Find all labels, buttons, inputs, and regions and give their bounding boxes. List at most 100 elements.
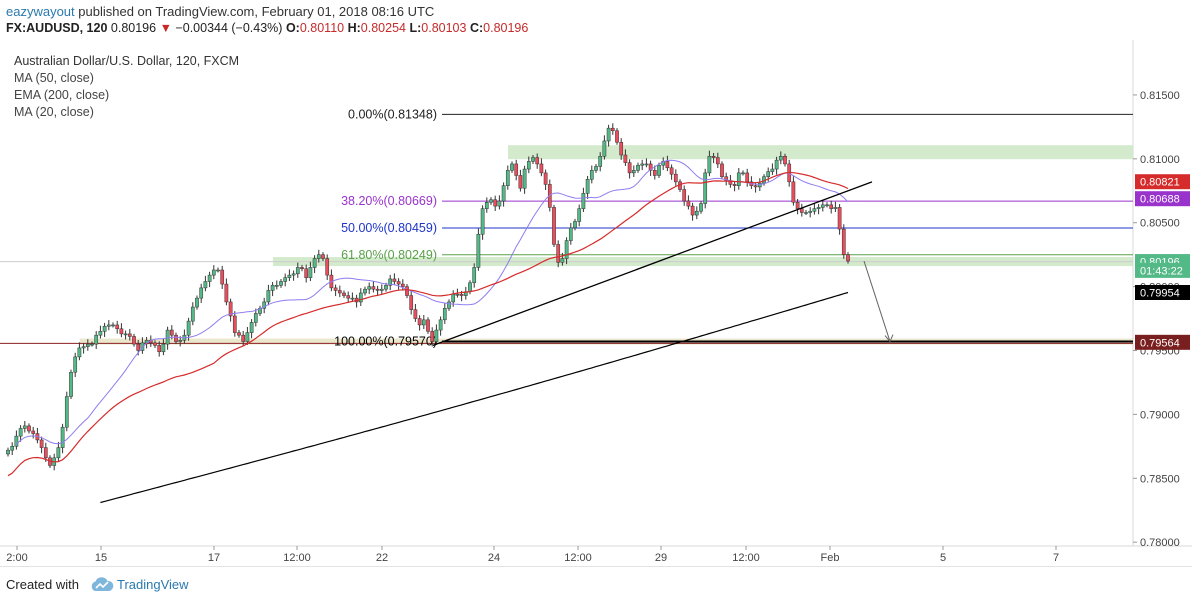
candle-body xyxy=(224,283,229,303)
candle-body xyxy=(699,203,703,212)
candle-body xyxy=(333,287,338,291)
tradingview-brand-link[interactable]: TradingView xyxy=(117,577,189,592)
candle-body xyxy=(262,301,267,309)
candle-body xyxy=(165,329,170,345)
price-label-bg xyxy=(1135,191,1190,207)
candle-body xyxy=(531,157,535,162)
candle-body xyxy=(724,176,729,181)
candle-body xyxy=(140,342,145,351)
candle-body xyxy=(85,343,90,347)
candle-body xyxy=(690,205,695,216)
candle-body xyxy=(568,227,573,241)
candle-body xyxy=(577,208,582,222)
candle-body xyxy=(207,274,212,282)
x-tick-label: 12:00 xyxy=(732,552,760,564)
candle-body xyxy=(421,319,426,326)
candle-body xyxy=(253,313,258,323)
indicator-label: MA (50, close) xyxy=(14,71,94,85)
candle-body xyxy=(123,333,128,336)
tradingview-cloud-icon xyxy=(91,577,114,591)
candle-body xyxy=(237,332,241,336)
candle-body xyxy=(379,288,384,291)
candle-body xyxy=(190,306,195,322)
price-chart[interactable]: 0.815000.810000.805000.800000.795000.790… xyxy=(0,40,1192,566)
candle-body xyxy=(556,244,561,263)
candle-body xyxy=(795,202,800,209)
candle-body xyxy=(736,172,741,186)
candle-body xyxy=(589,170,594,180)
ema200-line xyxy=(100,291,849,504)
candle-body xyxy=(783,156,787,165)
candle-body xyxy=(111,324,115,327)
candle-body xyxy=(564,240,569,259)
resistance-zone xyxy=(508,145,1133,160)
candle-body xyxy=(741,172,745,175)
candle-body xyxy=(73,356,78,373)
candle-body xyxy=(438,319,443,331)
candle-body xyxy=(552,207,556,245)
candle-body xyxy=(405,286,409,296)
candle-body xyxy=(539,163,544,174)
candle-body xyxy=(451,294,456,303)
author-link[interactable]: eazywayout xyxy=(6,4,75,19)
published-text: published on TradingView.com, February 0… xyxy=(78,4,435,19)
candle-body xyxy=(270,285,275,291)
candle-body xyxy=(245,332,250,342)
change-value: −0.00344 (−0.43%) xyxy=(175,21,283,35)
candle-body xyxy=(367,286,372,290)
candle-body xyxy=(300,267,304,269)
candle-body xyxy=(753,185,758,188)
candle-body xyxy=(392,278,397,282)
candle-body xyxy=(153,342,157,346)
candle-body xyxy=(627,162,632,174)
candle-body xyxy=(808,210,813,213)
fib-label: 0.00%(0.81348) xyxy=(348,107,437,121)
price-label-bg xyxy=(1135,174,1190,190)
candle-body xyxy=(669,167,674,175)
candle-body xyxy=(732,184,737,186)
open-label: O: xyxy=(285,21,300,35)
candle-body xyxy=(363,288,367,294)
candle-body xyxy=(228,301,233,317)
indicator-label: MA (20, close) xyxy=(14,105,94,119)
candle-body xyxy=(98,331,103,336)
candle-body xyxy=(266,290,271,303)
x-tick-label: 12:00 xyxy=(564,552,592,564)
fib-label: 50.00%(0.80459) xyxy=(341,221,437,235)
candle-body xyxy=(337,290,342,294)
x-tick-label: Feb xyxy=(821,552,840,564)
candle-body xyxy=(623,154,628,163)
uptrend-line xyxy=(432,181,873,346)
fib-label: 100.00%(0.79570) xyxy=(334,335,437,349)
candle-body xyxy=(497,200,502,207)
x-tick-label: 29 xyxy=(655,552,667,564)
candle-body xyxy=(413,309,418,319)
price-label-bg xyxy=(1135,262,1190,278)
candle-body xyxy=(417,318,422,326)
projection-arrow-head xyxy=(884,334,894,343)
candle-body xyxy=(778,156,783,161)
candle-body xyxy=(682,189,687,202)
candle-body xyxy=(812,208,817,212)
candle-body xyxy=(274,285,279,287)
candle-body xyxy=(522,168,527,189)
candle-body xyxy=(10,446,15,451)
candle-body xyxy=(60,426,65,448)
candle-body xyxy=(644,163,649,166)
candle-body xyxy=(526,161,531,170)
candle-body xyxy=(220,269,225,285)
candle-body xyxy=(493,199,498,207)
candle-body xyxy=(178,340,183,342)
low-value: 0.80103 xyxy=(421,21,467,35)
candle-body xyxy=(455,294,460,296)
candle-body xyxy=(241,334,246,342)
candle-body xyxy=(757,182,762,188)
candle-body xyxy=(535,157,540,165)
candle-body xyxy=(358,292,363,303)
candle-body xyxy=(459,294,464,296)
candle-body xyxy=(657,164,661,176)
candle-body xyxy=(157,345,162,353)
y-tick-label: 0.78000 xyxy=(1140,537,1180,549)
candle-body xyxy=(820,204,825,208)
candle-body xyxy=(400,283,405,287)
